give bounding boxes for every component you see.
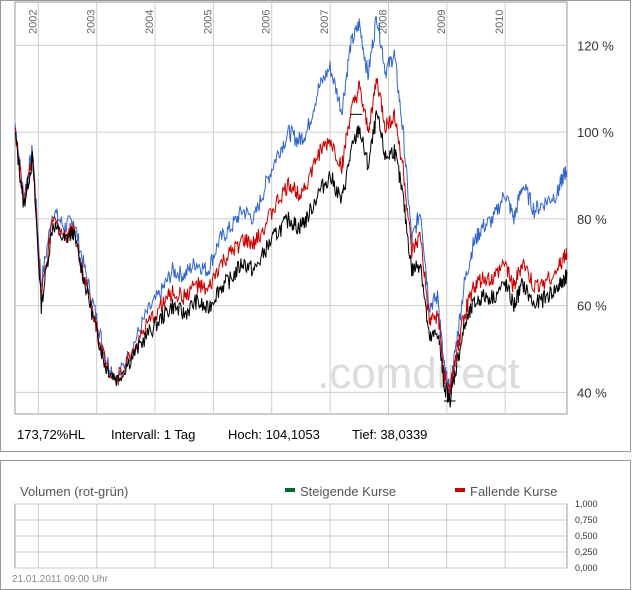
year-label: 2004 bbox=[144, 10, 156, 34]
volume-y-tick: 0,000 bbox=[575, 563, 598, 573]
year-label: 2002 bbox=[27, 10, 39, 34]
timestamp: 21.01.2011 09:00 Uhr bbox=[12, 574, 109, 585]
legend-label: Steigende Kurse bbox=[300, 484, 396, 499]
year-label: 2003 bbox=[86, 10, 98, 34]
series-line-red bbox=[14, 78, 568, 396]
volume-y-tick: 1,000 bbox=[575, 499, 598, 509]
volume-y-tick: 0,750 bbox=[575, 515, 598, 525]
year-label: 2010 bbox=[494, 10, 506, 34]
price-chart-panel bbox=[0, 0, 631, 452]
stat-hl: 173,72%HL bbox=[17, 427, 85, 442]
year-label: 2009 bbox=[436, 10, 448, 34]
legend-swatch bbox=[285, 488, 295, 492]
legend-swatch bbox=[455, 488, 465, 492]
y-tick-label: 40 % bbox=[577, 385, 607, 400]
series-line-black bbox=[14, 110, 568, 408]
year-label: 2007 bbox=[319, 10, 331, 34]
volume-y-tick: 0,500 bbox=[575, 531, 598, 541]
year-label: 2006 bbox=[261, 10, 273, 34]
stat-high: Hoch: 104,1053 bbox=[228, 427, 320, 442]
stat-interval: Intervall: 1 Tag bbox=[111, 427, 196, 442]
plot-area bbox=[14, 1, 568, 415]
y-tick-label: 120 % bbox=[577, 38, 614, 53]
y-tick-label: 80 % bbox=[577, 212, 607, 227]
year-label: 2008 bbox=[377, 10, 389, 34]
y-tick-label: 60 % bbox=[577, 299, 607, 314]
year-label: 2005 bbox=[202, 10, 214, 34]
volume-y-tick: 0,250 bbox=[575, 547, 598, 557]
volume-title: Volumen (rot-grün) bbox=[20, 484, 128, 499]
legend-label: Fallende Kurse bbox=[470, 484, 557, 499]
watermark-logo: .comdirect bbox=[317, 349, 520, 398]
price-chart: .comdirect 40 % 60 % 80 % 100 % 120 % 2002 2003… bbox=[14, 1, 614, 415]
stat-low: Tief: 38,0339 bbox=[352, 427, 428, 442]
y-tick-label: 100 % bbox=[577, 125, 614, 140]
series-line-blue bbox=[14, 15, 568, 401]
